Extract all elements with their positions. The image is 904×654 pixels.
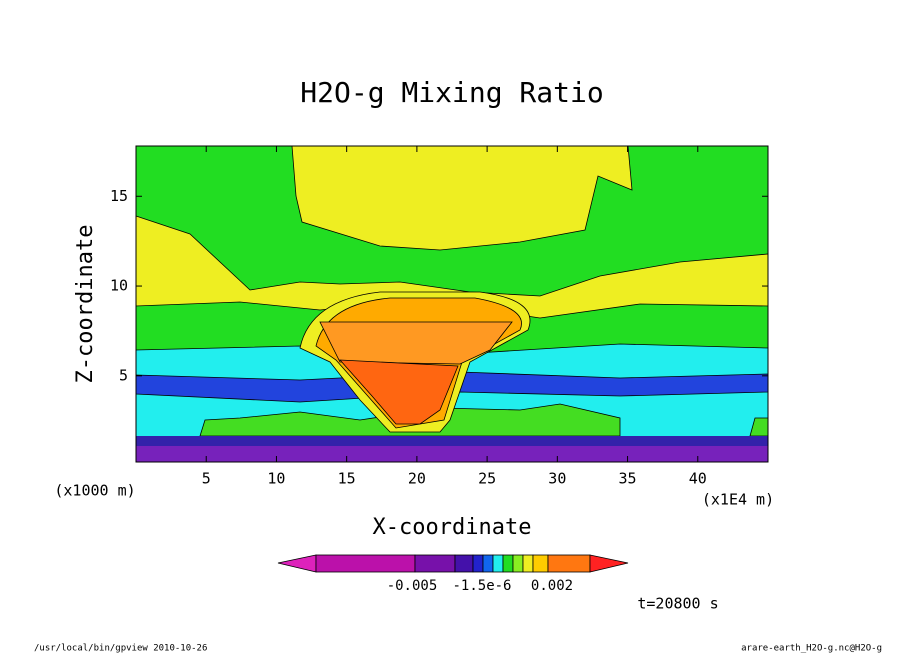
footer-right: arare-earth_H2O-g.nc@H2O-g	[741, 644, 882, 654]
colorbar-cell	[414, 554, 456, 573]
colorbar-arrow	[589, 554, 629, 573]
colorbar-cell	[492, 554, 504, 573]
colorbar-cell	[472, 554, 484, 573]
colorbar-cell	[547, 554, 591, 573]
colorbar	[277, 554, 629, 573]
x-tick-label: 15	[338, 470, 356, 488]
y-tick-label: 10	[110, 277, 128, 295]
contour-field	[135, 145, 769, 463]
band-yellow-mid	[135, 215, 769, 319]
colorbar-cell	[454, 554, 474, 573]
footer-left: /usr/local/bin/gpview 2010-10-26	[34, 644, 207, 654]
colorbar-label: -1.5e-6	[452, 578, 511, 594]
colorbar-label: 0.002	[531, 578, 573, 594]
x-tick-label: 5	[202, 470, 211, 488]
anvil-orange-dark	[319, 321, 513, 365]
time-label: t=20800 s	[637, 595, 718, 613]
band-yellow-upper	[291, 145, 633, 251]
x-unit: (x1E4 m)	[702, 491, 774, 509]
y-axis-title: Z-coordinate	[73, 225, 98, 384]
band-purple	[136, 446, 768, 462]
y-tick-label: 5	[119, 366, 128, 384]
colorbar-arrow	[277, 554, 317, 573]
x-tick-label: 25	[478, 470, 496, 488]
colorbar-cell	[502, 554, 514, 573]
x-unit: (x1000 m)	[54, 482, 135, 500]
colorbar-cell	[315, 554, 416, 573]
colorbar-cell	[522, 554, 534, 573]
colorbar-cell	[512, 554, 524, 573]
x-tick-label: 30	[548, 470, 566, 488]
x-tick-label: 10	[267, 470, 285, 488]
y-tick-label: 15	[110, 187, 128, 205]
colorbar-cell	[482, 554, 494, 573]
chart-title: H2O-g Mixing Ratio	[300, 76, 603, 109]
x-axis-title: X-coordinate	[373, 515, 532, 540]
band-indigo	[136, 436, 768, 446]
colorbar-cell	[532, 554, 549, 573]
x-tick-label: 40	[689, 470, 707, 488]
plot-frame	[135, 145, 769, 463]
x-tick-label: 20	[408, 470, 426, 488]
x-tick-label: 35	[619, 470, 637, 488]
colorbar-label: -0.005	[387, 578, 438, 594]
anvil-core	[339, 359, 459, 425]
